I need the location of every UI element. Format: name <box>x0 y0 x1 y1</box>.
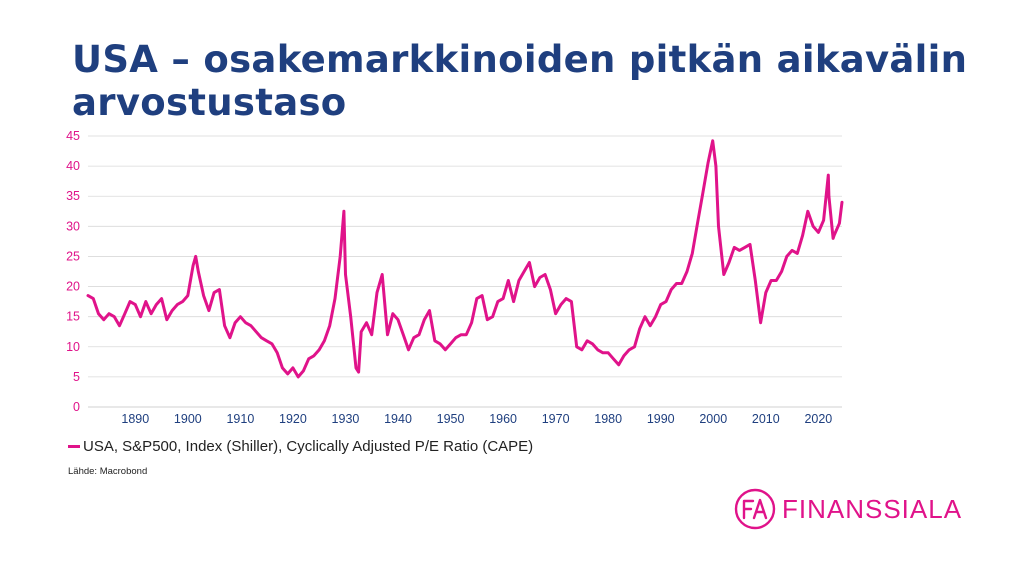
y-tick-label: 0 <box>73 400 80 414</box>
x-tick-label: 1990 <box>647 412 675 426</box>
finanssiala-logo-icon <box>734 488 776 530</box>
x-tick-label: 1950 <box>437 412 465 426</box>
finanssiala-logo: FINANSSIALA <box>734 488 962 530</box>
x-tick-label: 2000 <box>699 412 727 426</box>
x-tick-label: 1910 <box>226 412 254 426</box>
page-title: USA – osakemarkkinoiden pitkän aikavälin… <box>72 38 968 124</box>
x-tick-label: 1890 <box>121 412 149 426</box>
x-tick-label: 1980 <box>594 412 622 426</box>
x-tick-label: 1930 <box>332 412 360 426</box>
y-tick-label: 15 <box>66 310 80 324</box>
x-tick-label: 1960 <box>489 412 517 426</box>
source-note: Lähde: Macrobond <box>68 466 148 477</box>
series-line-cape <box>86 139 844 379</box>
y-tick-label: 5 <box>73 370 80 384</box>
y-tick-label: 40 <box>66 159 80 173</box>
x-tick-label: 1900 <box>174 412 202 426</box>
chart-legend: USA, S&P500, Index (Shiller), Cyclically… <box>68 438 533 455</box>
x-tick-label: 1970 <box>542 412 570 426</box>
x-tick-label: 1920 <box>279 412 307 426</box>
x-tick-label: 2010 <box>752 412 780 426</box>
legend-label: USA, S&P500, Index (Shiller), Cyclically… <box>83 438 534 455</box>
y-tick-label: 10 <box>66 340 80 354</box>
y-tick-label: 20 <box>66 280 80 294</box>
y-tick-label: 35 <box>66 189 80 203</box>
y-tick-label: 45 <box>66 129 80 143</box>
logo-wordmark: FINANSSIALA <box>782 493 963 524</box>
legend-swatch <box>68 445 80 448</box>
x-tick-label: 1940 <box>384 412 412 426</box>
y-tick-label: 25 <box>66 249 80 263</box>
x-tick-label: 2020 <box>804 412 832 426</box>
y-tick-label: 30 <box>66 219 80 233</box>
